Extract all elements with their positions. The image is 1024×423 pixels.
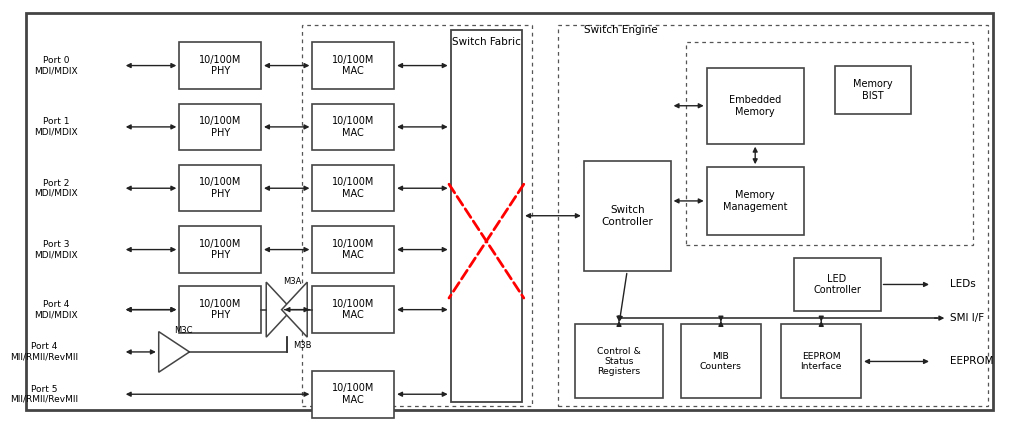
Bar <box>584 161 671 271</box>
Bar <box>179 226 261 273</box>
Text: 10/100M
PHY: 10/100M PHY <box>199 239 242 261</box>
Bar <box>794 258 881 311</box>
Polygon shape <box>282 282 307 337</box>
Text: M3C: M3C <box>174 326 193 335</box>
Bar <box>312 104 394 150</box>
Text: LED
Controller: LED Controller <box>813 274 861 295</box>
Text: Switch
Controller: Switch Controller <box>601 205 653 227</box>
Bar <box>558 25 988 406</box>
Text: 10/100M
PHY: 10/100M PHY <box>199 116 242 138</box>
Text: MIB
Counters: MIB Counters <box>699 352 742 371</box>
Bar <box>179 286 261 333</box>
Text: Port 2
MDI/MDIX: Port 2 MDI/MDIX <box>35 179 78 198</box>
Text: Memory
BIST: Memory BIST <box>853 79 893 101</box>
Text: Port 0
MDI/MDIX: Port 0 MDI/MDIX <box>35 56 78 75</box>
Bar <box>312 42 394 89</box>
Text: Control &
Status
Registers: Control & Status Registers <box>597 346 641 376</box>
Bar <box>302 25 532 406</box>
Bar <box>312 371 394 418</box>
Bar <box>179 165 261 212</box>
Bar <box>835 66 911 114</box>
Text: Switch Fabric: Switch Fabric <box>452 37 521 47</box>
Bar <box>707 68 804 144</box>
Text: Switch Engine: Switch Engine <box>584 25 657 35</box>
Text: M3B: M3B <box>293 341 311 350</box>
Text: 10/100M
MAC: 10/100M MAC <box>332 383 375 405</box>
Text: M3A: M3A <box>283 277 301 286</box>
Bar <box>707 167 804 235</box>
Text: 10/100M
MAC: 10/100M MAC <box>332 55 375 77</box>
Text: 10/100M
MAC: 10/100M MAC <box>332 299 375 321</box>
Bar <box>312 226 394 273</box>
Text: EEPROM
Interface: EEPROM Interface <box>801 352 842 371</box>
Text: Embedded
Memory: Embedded Memory <box>729 95 781 117</box>
Bar <box>312 165 394 212</box>
Bar <box>179 104 261 150</box>
Text: 10/100M
MAC: 10/100M MAC <box>332 239 375 261</box>
Bar <box>681 324 761 398</box>
Text: Port 5
MII/RMII/RevMII: Port 5 MII/RMII/RevMII <box>10 385 78 404</box>
Text: EEPROM: EEPROM <box>950 357 993 366</box>
Text: Port 3
MDI/MDIX: Port 3 MDI/MDIX <box>35 240 78 259</box>
Text: LEDs: LEDs <box>950 280 976 289</box>
Polygon shape <box>159 332 189 372</box>
Text: 10/100M
PHY: 10/100M PHY <box>199 299 242 321</box>
Polygon shape <box>266 282 292 337</box>
Bar <box>179 42 261 89</box>
Bar <box>781 324 861 398</box>
Text: 10/100M
PHY: 10/100M PHY <box>199 177 242 199</box>
Text: Port 4
MDI/MDIX: Port 4 MDI/MDIX <box>35 300 78 319</box>
Text: SMI I/F: SMI I/F <box>950 313 984 323</box>
Text: Port 4
MII/RMII/RevMII: Port 4 MII/RMII/RevMII <box>10 342 78 362</box>
Bar <box>575 324 663 398</box>
Text: 10/100M
PHY: 10/100M PHY <box>199 55 242 77</box>
Text: 10/100M
MAC: 10/100M MAC <box>332 177 375 199</box>
Bar <box>312 286 394 333</box>
Text: 10/100M
MAC: 10/100M MAC <box>332 116 375 138</box>
Text: Port 1
MDI/MDIX: Port 1 MDI/MDIX <box>35 117 78 137</box>
Bar <box>451 30 522 402</box>
Text: Memory
Management: Memory Management <box>723 190 787 212</box>
Bar <box>686 42 973 245</box>
